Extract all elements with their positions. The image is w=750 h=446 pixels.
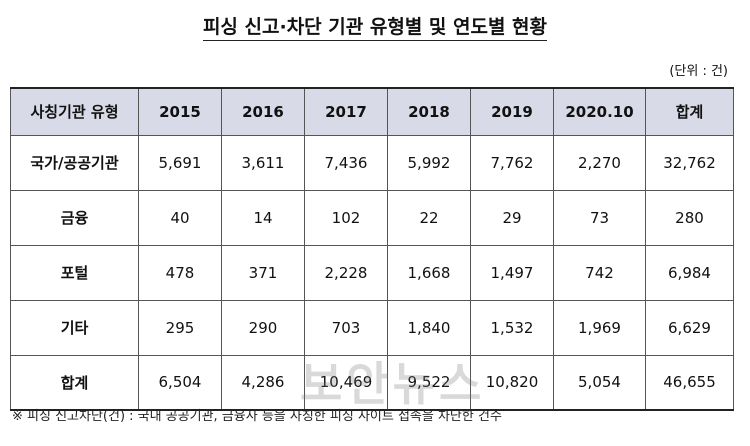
table-cell: 6,984 [645,244,734,301]
table-row: 금융 40 14 102 22 29 73 280 [10,189,734,246]
unit-label: (단위 : 건) [669,64,728,79]
table-cell: 10,469 [304,354,388,411]
table-cell: 5,992 [387,134,471,191]
column-header: 합계 [645,87,734,136]
table-row: 기타 295 290 703 1,840 1,532 1,969 6,629 [10,299,734,356]
column-header: 2017 [304,87,388,136]
footnote: ※ 피싱 신고차단(건) : 국내 공공기관, 금융사 등을 사칭한 피싱 사이… [12,409,502,424]
page-title: 피싱 신고·차단 기관 유형별 및 연도별 현황 [0,12,750,41]
table-cell: 1,969 [553,299,646,356]
table-cell: 14 [221,189,305,246]
table-cell: 73 [553,189,646,246]
table-cell: 1,497 [470,244,554,301]
table-cell: 7,436 [304,134,388,191]
table-cell: 4,286 [221,354,305,411]
row-header: 금융 [10,189,139,246]
row-header: 기타 [10,299,139,356]
table-cell: 295 [138,299,222,356]
table-header-row: 사칭기관 유형 2015 2016 2017 2018 2019 2020.10… [10,87,734,136]
table-cell: 703 [304,299,388,356]
table-cell: 1,532 [470,299,554,356]
column-header: 사칭기관 유형 [10,87,139,136]
table-cell: 5,054 [553,354,646,411]
table-cell: 280 [645,189,734,246]
table-cell: 46,655 [645,354,734,411]
table-cell: 290 [221,299,305,356]
table-cell: 6,504 [138,354,222,411]
table-total-row: 합계 6,504 4,286 10,469 9,522 10,820 5,054… [10,354,734,411]
table-cell: 10,820 [470,354,554,411]
row-header: 포털 [10,244,139,301]
table-cell: 22 [387,189,471,246]
table-cell: 102 [304,189,388,246]
table-cell: 9,522 [387,354,471,411]
row-header: 합계 [10,354,139,411]
table-cell: 2,270 [553,134,646,191]
table-cell: 32,762 [645,134,734,191]
column-header: 2019 [470,87,554,136]
column-header: 2016 [221,87,305,136]
table-cell: 7,762 [470,134,554,191]
page-title-text: 피싱 신고·차단 기관 유형별 및 연도별 현황 [202,16,548,41]
table-cell: 3,611 [221,134,305,191]
table-cell: 478 [138,244,222,301]
column-header: 2015 [138,87,222,136]
column-header: 2018 [387,87,471,136]
table-cell: 371 [221,244,305,301]
table-cell: 29 [470,189,554,246]
data-table: 사칭기관 유형 2015 2016 2017 2018 2019 2020.10… [10,87,734,411]
table-cell: 5,691 [138,134,222,191]
table-row: 포털 478 371 2,228 1,668 1,497 742 6,984 [10,244,734,301]
table-cell: 1,840 [387,299,471,356]
table-cell: 6,629 [645,299,734,356]
table-cell: 1,668 [387,244,471,301]
table-cell: 742 [553,244,646,301]
row-header: 국가/공공기관 [10,134,139,191]
table-cell: 2,228 [304,244,388,301]
table-row: 국가/공공기관 5,691 3,611 7,436 5,992 7,762 2,… [10,134,734,191]
column-header: 2020.10 [553,87,646,136]
table-cell: 40 [138,189,222,246]
